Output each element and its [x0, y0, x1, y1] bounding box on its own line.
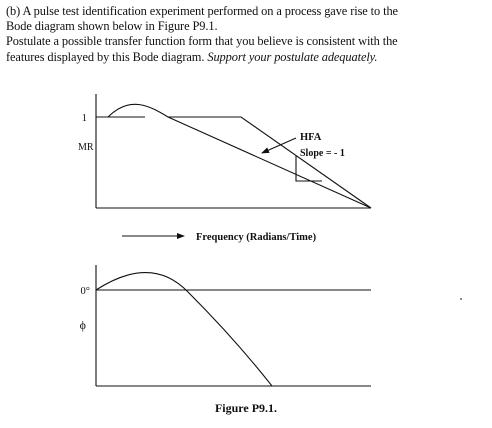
amplitude-ratio-plot: 1 MR HFA Slope = - 1	[78, 94, 372, 209]
problem-line-4: features displayed by this Bode diagram.…	[6, 50, 488, 65]
amplitude-axis-label: MR	[78, 142, 94, 153]
figure-caption: Figure P9.1.	[214, 401, 278, 415]
problem-line-1: (b) A pulse test identification experime…	[6, 4, 398, 18]
problem-line-3: Postulate a possible transfer function f…	[6, 34, 398, 49]
problem-statement: (b) A pulse test identification experime…	[6, 4, 488, 65]
hfa-pointer-arrow	[261, 137, 297, 154]
phase-tick-zero: 0°	[81, 286, 90, 297]
frequency-axis-indicator: Frequency (Radians/Time)	[122, 232, 317, 243]
slope-label: Slope = - 1	[300, 148, 345, 159]
phase-curve	[95, 272, 273, 387]
frequency-label: Frequency (Radians/Time)	[196, 232, 317, 243]
phase-plot: 0° ϕ	[80, 265, 371, 387]
hfa-label: HFA	[300, 132, 322, 143]
problem-line-2: Bode diagram shown below in Figure P9.1.	[6, 19, 218, 34]
amplitude-curve	[96, 103, 372, 209]
amplitude-tick-one: 1	[82, 113, 87, 124]
problem-line-4-text: features displayed by this Bode diagram.	[6, 49, 205, 64]
slope-triangle	[295, 156, 322, 182]
stray-dot	[460, 298, 462, 300]
hfa-asymptote	[168, 116, 372, 209]
phase-axis-label: ϕ	[80, 318, 86, 332]
problem-line-4-emphasis: Support your postulate adequately.	[207, 49, 378, 64]
